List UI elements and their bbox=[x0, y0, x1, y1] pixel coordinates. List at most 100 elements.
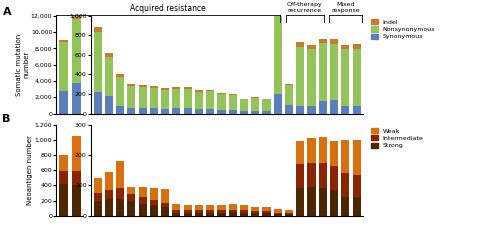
Bar bbox=[72, 83, 81, 114]
Bar bbox=[330, 39, 338, 44]
Bar bbox=[150, 88, 158, 108]
Bar bbox=[307, 163, 316, 187]
Bar bbox=[218, 93, 225, 94]
Bar bbox=[172, 210, 181, 213]
Bar bbox=[161, 109, 169, 114]
Bar bbox=[341, 173, 350, 197]
Bar bbox=[285, 84, 293, 85]
Bar bbox=[218, 94, 225, 110]
Bar bbox=[195, 91, 203, 109]
Bar bbox=[218, 205, 225, 210]
Bar bbox=[138, 197, 147, 204]
Bar bbox=[116, 188, 124, 199]
Bar bbox=[150, 200, 158, 205]
Bar bbox=[116, 106, 124, 114]
Bar bbox=[105, 96, 113, 114]
Bar bbox=[285, 105, 293, 114]
Bar bbox=[206, 205, 214, 210]
Bar bbox=[116, 199, 124, 216]
Bar bbox=[172, 213, 181, 216]
Bar bbox=[59, 184, 68, 216]
Bar bbox=[307, 45, 316, 49]
Bar bbox=[105, 53, 113, 57]
Text: B: B bbox=[2, 114, 11, 123]
Bar bbox=[94, 193, 102, 200]
Bar bbox=[172, 108, 181, 114]
Bar bbox=[240, 99, 248, 111]
Bar bbox=[263, 211, 271, 213]
Bar bbox=[150, 108, 158, 114]
Bar bbox=[273, 94, 282, 114]
Bar bbox=[353, 175, 360, 197]
Bar bbox=[72, 171, 81, 185]
Bar bbox=[285, 210, 293, 213]
Bar bbox=[184, 213, 191, 216]
Bar bbox=[127, 187, 136, 195]
Bar bbox=[218, 213, 225, 216]
Bar bbox=[150, 86, 158, 88]
Bar bbox=[127, 200, 136, 216]
Bar bbox=[59, 42, 68, 91]
Bar bbox=[195, 90, 203, 91]
Bar bbox=[330, 166, 338, 190]
Bar bbox=[59, 155, 68, 171]
Bar bbox=[59, 171, 68, 184]
Bar bbox=[341, 49, 350, 106]
Bar bbox=[229, 210, 237, 212]
Bar bbox=[206, 90, 214, 91]
Bar bbox=[341, 197, 350, 216]
Bar bbox=[229, 110, 237, 114]
Bar bbox=[251, 111, 259, 114]
Y-axis label: Neoantigen number: Neoantigen number bbox=[27, 135, 33, 205]
Bar bbox=[263, 213, 271, 216]
Bar bbox=[296, 164, 304, 188]
Bar bbox=[229, 95, 237, 110]
Bar bbox=[263, 207, 271, 211]
Bar bbox=[319, 137, 327, 163]
Bar bbox=[319, 188, 327, 216]
Bar bbox=[319, 163, 327, 188]
Bar bbox=[206, 210, 214, 213]
Bar bbox=[206, 91, 214, 109]
Bar bbox=[72, 19, 81, 83]
Text: Acquired resistance: Acquired resistance bbox=[131, 4, 206, 13]
Bar bbox=[161, 90, 169, 109]
Bar bbox=[319, 39, 327, 43]
Bar bbox=[273, 209, 282, 213]
Bar bbox=[251, 98, 259, 111]
Bar bbox=[105, 172, 113, 190]
Bar bbox=[138, 85, 147, 87]
Bar bbox=[296, 188, 304, 216]
Bar bbox=[330, 141, 338, 166]
Bar bbox=[59, 40, 68, 42]
Bar bbox=[138, 187, 147, 197]
Bar bbox=[251, 207, 259, 211]
Bar bbox=[218, 210, 225, 213]
Bar bbox=[138, 204, 147, 216]
Bar bbox=[94, 32, 102, 92]
Text: Off-therapy
recurrence: Off-therapy recurrence bbox=[287, 2, 323, 13]
Bar bbox=[184, 89, 191, 108]
Bar bbox=[240, 210, 248, 213]
Bar bbox=[263, 111, 271, 114]
Bar bbox=[127, 108, 136, 114]
Bar bbox=[161, 88, 169, 90]
Bar bbox=[229, 212, 237, 216]
Bar bbox=[319, 43, 327, 101]
Bar bbox=[94, 200, 102, 216]
Legend: Weak, Intermediate, Strong: Weak, Intermediate, Strong bbox=[371, 128, 423, 148]
Bar bbox=[150, 205, 158, 216]
Bar bbox=[161, 207, 169, 216]
Bar bbox=[195, 205, 203, 210]
Bar bbox=[127, 195, 136, 200]
Bar bbox=[296, 47, 304, 106]
Bar bbox=[307, 106, 316, 114]
Bar bbox=[353, 197, 360, 216]
Bar bbox=[251, 211, 259, 213]
Bar bbox=[195, 213, 203, 216]
Text: Mixed
response: Mixed response bbox=[331, 2, 360, 13]
Bar bbox=[172, 89, 181, 108]
Bar bbox=[273, 11, 282, 94]
Bar bbox=[161, 203, 169, 207]
Bar bbox=[218, 110, 225, 114]
